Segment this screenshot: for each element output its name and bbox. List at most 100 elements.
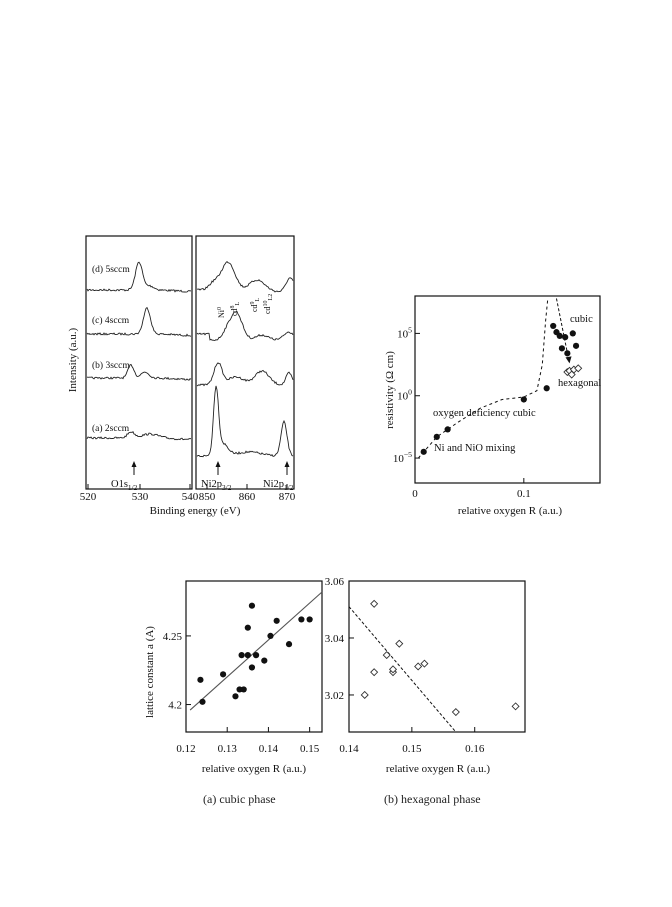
cubic-lattice-y-axis-label: lattice constant a (A)	[144, 626, 156, 718]
resistivity-cubic-point	[444, 426, 451, 433]
cubic-lattice-x-tick-label: 0.14	[259, 743, 279, 755]
xps-ni2p-panel-frame	[195, 235, 295, 490]
xps-o1s-panel-frame	[85, 235, 193, 490]
xps-o1s-tick-label: 530	[132, 491, 149, 503]
resistivity-cubic-point	[433, 433, 440, 440]
cubic-lattice-point	[240, 686, 247, 693]
hex-lattice-fit-line	[348, 606, 457, 733]
xps-o1s-label: O1s1/2	[111, 479, 138, 492]
cubic-lattice-x-axis-label: relative oxygen R (a.u.)	[202, 763, 306, 775]
xps-y-axis-label: Intensity (a.u.)	[67, 327, 79, 392]
resistivity-y-axis-label: resistivity (Ω cm)	[384, 351, 396, 429]
hex-lattice-plot-frame	[348, 580, 526, 733]
xps-satellite-label: cd9L	[250, 297, 261, 312]
cubic-lattice-point	[244, 624, 251, 631]
hex-lattice-y-tick-label: 3.06	[325, 576, 345, 588]
xps-o1s-spectrum	[86, 306, 192, 337]
xps-series-label: (b) 3sccm	[92, 360, 130, 371]
xps-o1s-tick-label: 540	[182, 491, 199, 503]
xps-ni2p-spectrum	[196, 362, 294, 387]
cubic-lattice-plot-frame	[185, 580, 323, 733]
hex-lattice-x-tick-label: 0.14	[339, 743, 359, 755]
hex-lattice-point	[388, 665, 398, 674]
cubic-lattice-point	[252, 652, 260, 659]
hex-lattice-y-tick-label: 3.04	[325, 633, 345, 645]
xps-o1s-arrow-head	[131, 461, 137, 467]
cubic-lattice-point	[261, 657, 268, 664]
hex-lattice-point	[360, 690, 369, 699]
xps-series-label: (c) 4sccm	[92, 315, 130, 326]
cubic-lattice-point	[197, 676, 204, 683]
resistivity-y-tick-label: 105	[397, 325, 412, 340]
hex-lattice-x-tick-label: 0.16	[465, 743, 485, 755]
resistivity-plot-frame	[414, 295, 601, 484]
xps-ni2p-tick-label: 860	[239, 491, 256, 503]
caption-hexagonal-phase: (b) hexagonal phase	[384, 792, 481, 806]
cubic-lattice-point	[306, 616, 313, 623]
resistivity-cubic-point	[572, 342, 580, 349]
xps-ni2p-spectrum	[196, 260, 294, 293]
hex-lattice-point	[420, 659, 429, 668]
cubic-lattice-point	[199, 698, 206, 705]
resistivity-cubic-point	[562, 334, 569, 341]
cubic-lattice-point	[219, 671, 227, 678]
cubic-lattice-x-tick-label: 0.15	[300, 743, 320, 755]
resistivity-transition-arrow-head	[565, 356, 572, 364]
hex-lattice-x-axis-label: relative oxygen R (a.u.)	[386, 763, 490, 775]
xps-series-label: (a) 2sccm	[92, 423, 130, 434]
xps-ni2p12-label: Ni2p1/2	[263, 479, 294, 492]
cubic-lattice-point	[267, 632, 274, 640]
resistivity-annotation-hexagonal: hexagonal	[558, 378, 601, 389]
resistivity-y-tick-label: 10−5	[393, 450, 412, 465]
xps-satellite-label: Ni0	[217, 307, 226, 318]
cubic-lattice-point	[285, 641, 293, 648]
resistivity-x-axis-label: relative oxygen R (a.u.)	[458, 505, 562, 517]
xps-ni2p32-arrow-head	[215, 461, 221, 467]
xps-ni2p-spectrum	[196, 385, 294, 458]
xps-ni2p-spectrum	[196, 310, 294, 341]
resistivity-cubic-point	[420, 448, 427, 455]
xps-ni2p-tick-label: 870	[279, 491, 296, 503]
hex-lattice-point	[451, 708, 460, 717]
resistivity-annotation-mixing: Ni and NiO mixing	[434, 443, 516, 454]
cubic-lattice-x-tick-label: 0.12	[176, 743, 195, 755]
hex-lattice-point	[382, 651, 391, 660]
xps-satellite-label: cd10L2	[263, 294, 274, 314]
resistivity-cubic-point	[550, 322, 557, 330]
cubic-lattice-point	[298, 616, 305, 623]
cubic-lattice-point	[232, 693, 239, 700]
resistivity-cubic-point	[556, 332, 563, 339]
xps-x-axis-label: Binding energy (eV)	[150, 505, 241, 517]
resistivity-x-tick-label: 0	[412, 488, 418, 500]
xps-o1s-spectrum	[86, 363, 192, 381]
cubic-lattice-point	[244, 652, 251, 659]
caption-cubic-phase: (a) cubic phase	[203, 792, 276, 806]
resistivity-annotation-cubic: cubic	[570, 314, 593, 325]
xps-o1s-tick-label: 520	[80, 491, 97, 503]
resistivity-cubic-point	[558, 345, 566, 352]
resistivity-hexagonal-point	[574, 364, 583, 373]
hex-lattice-point	[370, 599, 379, 608]
xps-ni2p-tick-label: 850	[199, 491, 216, 503]
resistivity-x-tick-label: 0.1	[517, 488, 531, 500]
resistivity-transition-arrow	[555, 298, 569, 359]
hex-lattice-point	[414, 662, 423, 671]
xps-o1s-spectrum	[86, 430, 192, 441]
cubic-lattice-y-tick-label: 4.25	[163, 631, 183, 643]
hex-lattice-point	[511, 702, 520, 711]
cubic-lattice-point	[238, 652, 245, 659]
cubic-lattice-point	[248, 602, 256, 609]
xps-series-label: (d) 5sccm	[92, 264, 130, 275]
resistivity-cubic-point	[564, 350, 571, 357]
xps-ni2p12-arrow-head	[284, 461, 290, 467]
xps-o1s-spectrum	[86, 261, 192, 293]
cubic-lattice-y-tick-label: 4.2	[168, 700, 182, 712]
resistivity-y-tick-label: 100	[397, 388, 412, 403]
resistivity-annotation-oxygen-deficiency: oxygen deficiency cubic	[433, 408, 536, 419]
resistivity-cubic-point	[569, 330, 576, 337]
xps-ni2p32-label: Ni2p3/2	[201, 479, 232, 492]
hex-lattice-point	[370, 668, 379, 677]
cubic-lattice-x-tick-label: 0.13	[218, 743, 238, 755]
cubic-lattice-point	[248, 664, 256, 671]
